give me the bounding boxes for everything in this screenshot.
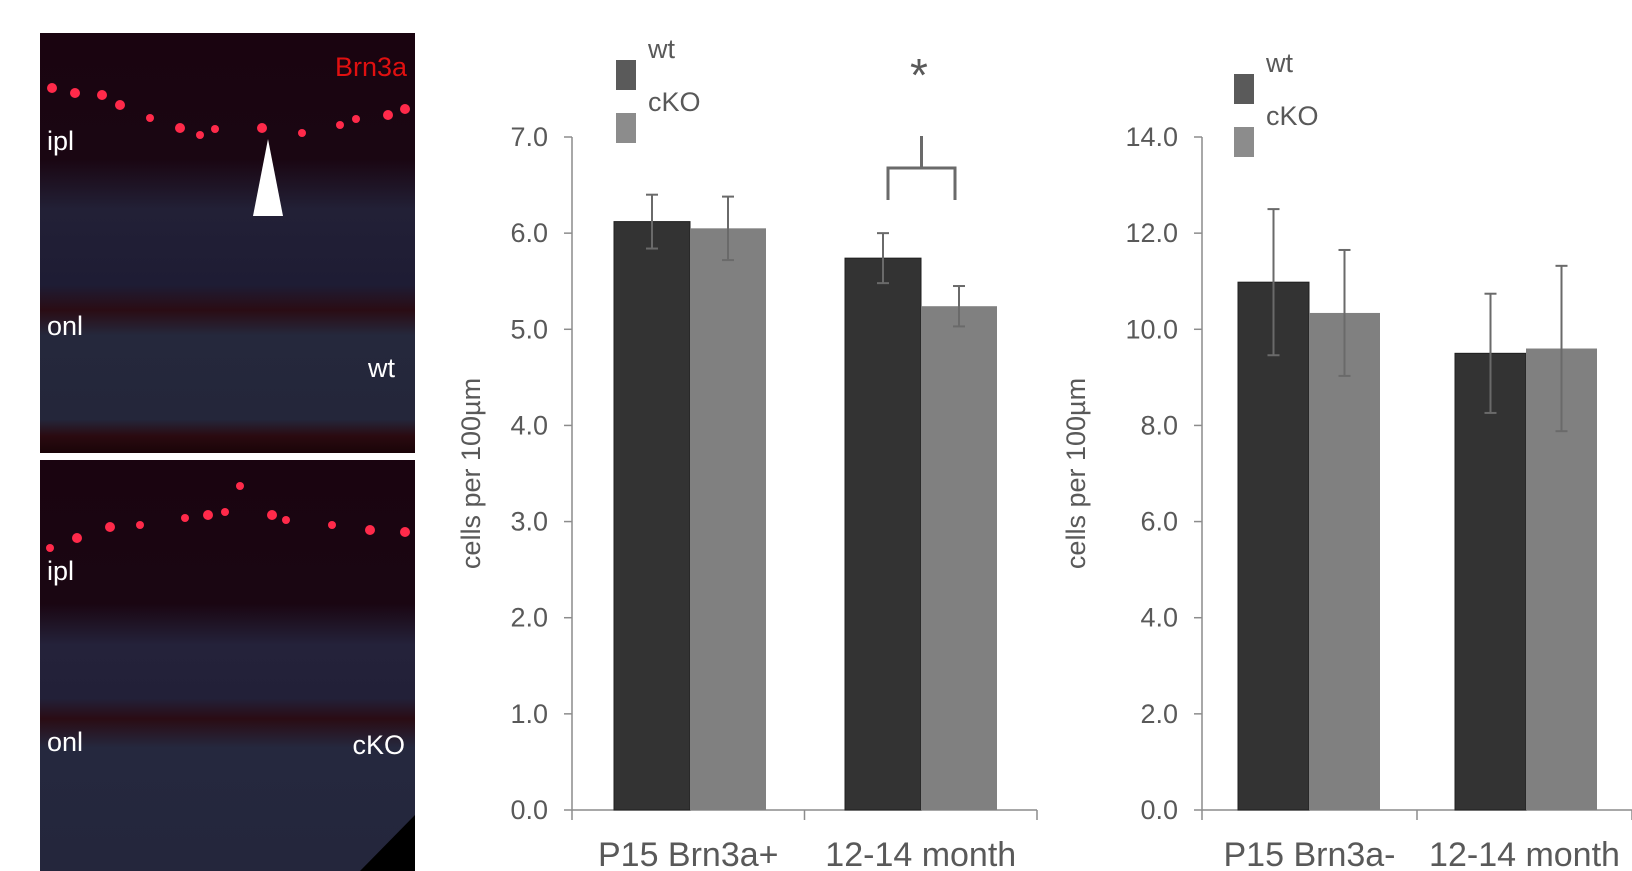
y-tick-label: 8.0 bbox=[1140, 410, 1178, 440]
y-tick-label: 1.0 bbox=[510, 699, 548, 729]
y-tick-label: 12.0 bbox=[1125, 218, 1178, 248]
bar-cKO bbox=[690, 228, 766, 811]
y-tick-label: 5.0 bbox=[510, 314, 548, 344]
y-tick-label: 14.0 bbox=[1125, 122, 1178, 152]
legend-label-cKO: cKO bbox=[648, 87, 701, 117]
significance-label: * bbox=[910, 49, 928, 101]
marker-label: Brn3a bbox=[335, 52, 408, 82]
layer-label-ipl: ipl bbox=[47, 126, 74, 156]
y-tick-label: 2.0 bbox=[1140, 699, 1178, 729]
y-tick-label: 3.0 bbox=[510, 507, 548, 537]
brn3a-cells bbox=[47, 83, 410, 139]
legend-swatch-wt bbox=[1234, 74, 1254, 104]
bar-cKO bbox=[1309, 312, 1380, 810]
bar-wt bbox=[844, 257, 922, 811]
y-tick-label: 6.0 bbox=[1140, 507, 1178, 537]
x-category-label: P15 Brn3a- bbox=[1224, 836, 1396, 871]
y-tick-label: 6.0 bbox=[510, 218, 548, 248]
legend-label-wt: wt bbox=[1265, 48, 1293, 78]
x-category-label: 12-14 month bbox=[825, 836, 1016, 871]
genotype-label: cKO bbox=[352, 730, 405, 760]
legend-swatch-cKO bbox=[616, 113, 636, 143]
tissue-background bbox=[40, 33, 415, 453]
bar-wt bbox=[1237, 281, 1310, 811]
chart-brn3a-negative: 0.0 2.0 4.0 6.0 8.0 10.0 12.0 14.0 P15 Brn3a- 12-… bbox=[1061, 48, 1632, 871]
legend-swatch-cKO bbox=[1234, 127, 1254, 157]
y-tick-label: 0.0 bbox=[510, 795, 548, 825]
tissue-background bbox=[40, 460, 415, 871]
legend-label-cKO: cKO bbox=[1266, 101, 1319, 131]
layer-label-onl: onl bbox=[47, 311, 83, 341]
significance-bracket bbox=[886, 136, 957, 200]
y-tick-label: 0.0 bbox=[1140, 795, 1178, 825]
image-corner bbox=[360, 815, 415, 871]
y-tick-label: 4.0 bbox=[510, 410, 548, 440]
layer-label-ipl: ipl bbox=[47, 556, 74, 586]
y-axis-label: cells per 100µm bbox=[456, 378, 486, 569]
micrograph-cko: ipl onl cKO bbox=[40, 460, 415, 871]
x-category-label: P15 Brn3a+ bbox=[598, 836, 779, 871]
chart-brn3a-positive: 0.0 1.0 2.0 3.0 4.0 5.0 6.0 7.0 P15 Brn3a+ 12-14 … bbox=[456, 34, 1038, 871]
brn3a-cells bbox=[46, 482, 410, 552]
y-tick-label: 7.0 bbox=[510, 122, 548, 152]
arrowhead-icon bbox=[253, 139, 283, 216]
micrograph-wt: Brn3a ipl onl wt bbox=[40, 33, 415, 453]
bar-wt bbox=[613, 221, 691, 811]
layer-label-onl: onl bbox=[47, 727, 83, 757]
bar-cKO bbox=[921, 306, 997, 810]
y-tick-label: 2.0 bbox=[510, 603, 548, 633]
x-category-label: 12-14 month bbox=[1429, 836, 1620, 871]
bar-wt bbox=[1454, 352, 1527, 811]
legend-label-wt: wt bbox=[647, 34, 675, 64]
y-axis-label: cells per 100µm bbox=[1061, 378, 1091, 569]
genotype-label: wt bbox=[367, 353, 395, 383]
y-tick-label: 4.0 bbox=[1140, 603, 1178, 633]
legend-swatch-wt bbox=[616, 60, 636, 90]
y-tick-label: 10.0 bbox=[1125, 314, 1178, 344]
